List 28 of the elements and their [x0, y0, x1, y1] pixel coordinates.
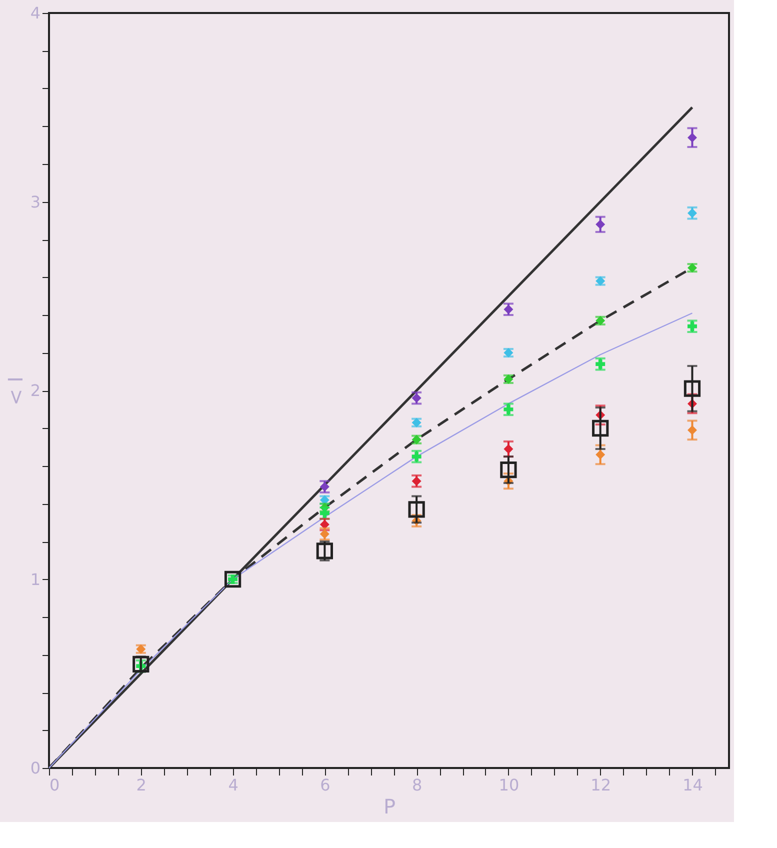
- y-tick-label: 0: [30, 758, 40, 778]
- x-tick-label: 6: [320, 776, 330, 794]
- x-tick-label: 14: [682, 776, 703, 794]
- x-tick-label: 10: [498, 776, 520, 794]
- point: [592, 420, 609, 437]
- x-tick-label: 4: [228, 776, 238, 794]
- y-axis-title: < I: [3, 376, 28, 406]
- y-tick-label: 4: [30, 4, 40, 22]
- point: [688, 425, 697, 435]
- point: [596, 450, 606, 460]
- point: [316, 542, 333, 560]
- x-tick-label: 0: [50, 776, 60, 794]
- y-tick-label: 1: [30, 570, 40, 589]
- point: [596, 220, 606, 230]
- point: [320, 529, 330, 539]
- point: [224, 570, 242, 588]
- point: [500, 461, 517, 478]
- point: [132, 656, 150, 673]
- x-tick-label: 12: [590, 776, 612, 794]
- x-tick-label: 2: [136, 776, 146, 794]
- point: [408, 501, 425, 518]
- y-tick-label: 2: [30, 381, 40, 400]
- point: [504, 444, 514, 454]
- point: [684, 380, 701, 397]
- x-axis-title: P: [383, 794, 396, 818]
- y-tick-label: 3: [30, 192, 40, 212]
- point: [688, 132, 697, 142]
- x-tick-label: 8: [412, 776, 422, 794]
